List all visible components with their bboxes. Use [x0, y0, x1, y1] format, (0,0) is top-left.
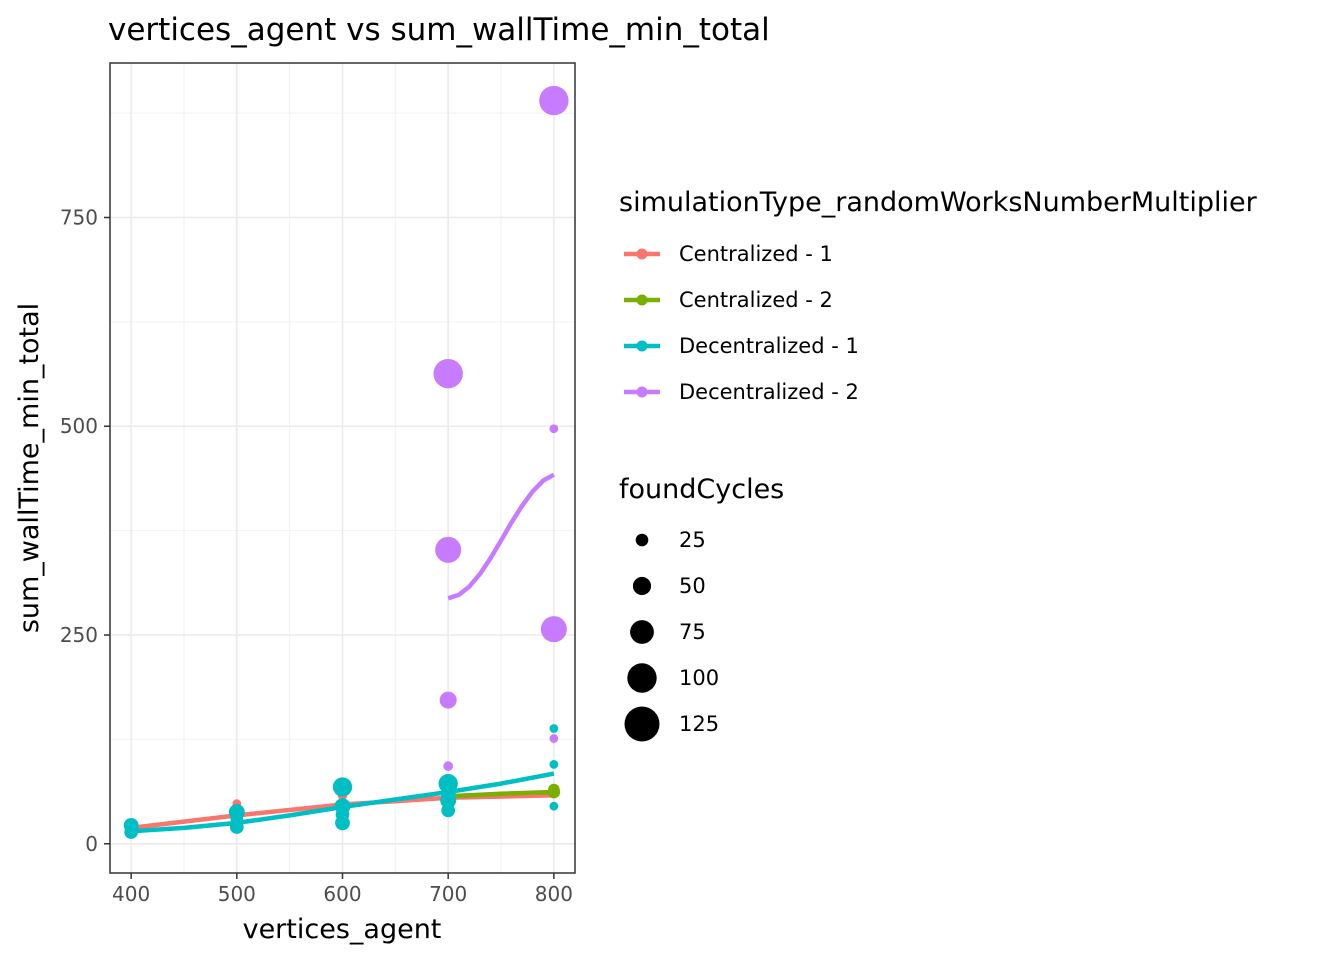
- y-axis-ticks: 0 250 500 750: [60, 205, 110, 856]
- x-tick-label: 700: [429, 882, 467, 906]
- trend-line: [448, 789, 554, 799]
- legend-entry: Centralized - 1: [624, 242, 833, 266]
- size-legend-label: 50: [679, 574, 706, 598]
- size-legend-title: foundCycles: [619, 474, 784, 505]
- x-tick-label: 400: [112, 882, 150, 906]
- y-tick-label: 750: [60, 205, 98, 229]
- size-legend-entry: 75: [630, 620, 706, 644]
- data-point: [332, 777, 353, 797]
- size-legend-entry: 25: [635, 528, 706, 552]
- size-legend-entry: 125: [624, 706, 719, 742]
- data-point: [230, 812, 244, 826]
- data-point: [443, 761, 454, 771]
- legend-entry: Decentralized - 2: [624, 380, 859, 404]
- size-legend-label: 125: [679, 712, 719, 736]
- data-point: [549, 424, 559, 434]
- size-legend-key: [630, 620, 654, 644]
- y-axis-title: sum_wallTime_min_total: [14, 303, 45, 633]
- size-legend-key: [632, 576, 652, 596]
- legend-entry: Decentralized - 1: [624, 334, 859, 358]
- legend-label: Centralized - 2: [679, 288, 833, 312]
- data-point: [549, 760, 559, 769]
- data-point: [433, 358, 463, 389]
- chart-title: vertices_agent vs sum_wallTime_min_total: [108, 12, 770, 48]
- legend-label: Decentralized - 2: [679, 380, 859, 404]
- data-points: [123, 85, 569, 839]
- legend-key-point: [636, 386, 648, 398]
- data-point: [549, 724, 559, 733]
- y-tick-label: 0: [85, 832, 98, 856]
- legend-label: Decentralized - 1: [679, 334, 859, 358]
- x-tick-label: 600: [323, 882, 361, 906]
- size-legend-label: 25: [679, 528, 706, 552]
- data-point: [549, 734, 559, 743]
- data-point: [540, 616, 567, 643]
- data-point: [539, 85, 569, 116]
- size-legend-entry: 50: [632, 574, 706, 598]
- data-point: [549, 801, 559, 811]
- data-point: [439, 691, 457, 709]
- legend-entry: Centralized - 2: [624, 288, 833, 312]
- data-point: [124, 825, 138, 839]
- x-axis-title: vertices_agent: [243, 914, 442, 945]
- legend-key-point: [636, 294, 648, 306]
- data-point: [335, 807, 350, 822]
- x-tick-label: 800: [535, 882, 573, 906]
- legend-key-point: [636, 248, 648, 260]
- legend-label: Centralized - 1: [679, 242, 833, 266]
- plot-panel: [109, 62, 576, 874]
- y-tick-label: 250: [60, 623, 98, 647]
- data-point: [440, 786, 456, 802]
- size-legend-label: 75: [679, 620, 706, 644]
- x-tick-label: 500: [218, 882, 256, 906]
- data-point: [435, 536, 462, 563]
- y-tick-label: 500: [60, 414, 98, 438]
- data-point: [441, 803, 456, 818]
- size-legend-key: [635, 533, 649, 547]
- legend-key-point: [636, 340, 648, 352]
- trend-line: [447, 472, 555, 601]
- size-legend-key: [627, 663, 657, 693]
- color-legend-title: simulationType_randomWorksNumberMultipli…: [619, 187, 1258, 218]
- color-legend: simulationType_randomWorksNumberMultipli…: [619, 187, 1258, 404]
- size-legend: foundCycles 25 50 75 100 125: [619, 474, 784, 742]
- x-axis-ticks: 400 500 600 700 800: [112, 873, 573, 906]
- size-legend-key: [624, 706, 660, 742]
- size-legend-entry: 100: [627, 663, 719, 693]
- size-legend-label: 100: [679, 666, 719, 690]
- grid-major: [110, 63, 575, 873]
- data-point: [548, 783, 560, 796]
